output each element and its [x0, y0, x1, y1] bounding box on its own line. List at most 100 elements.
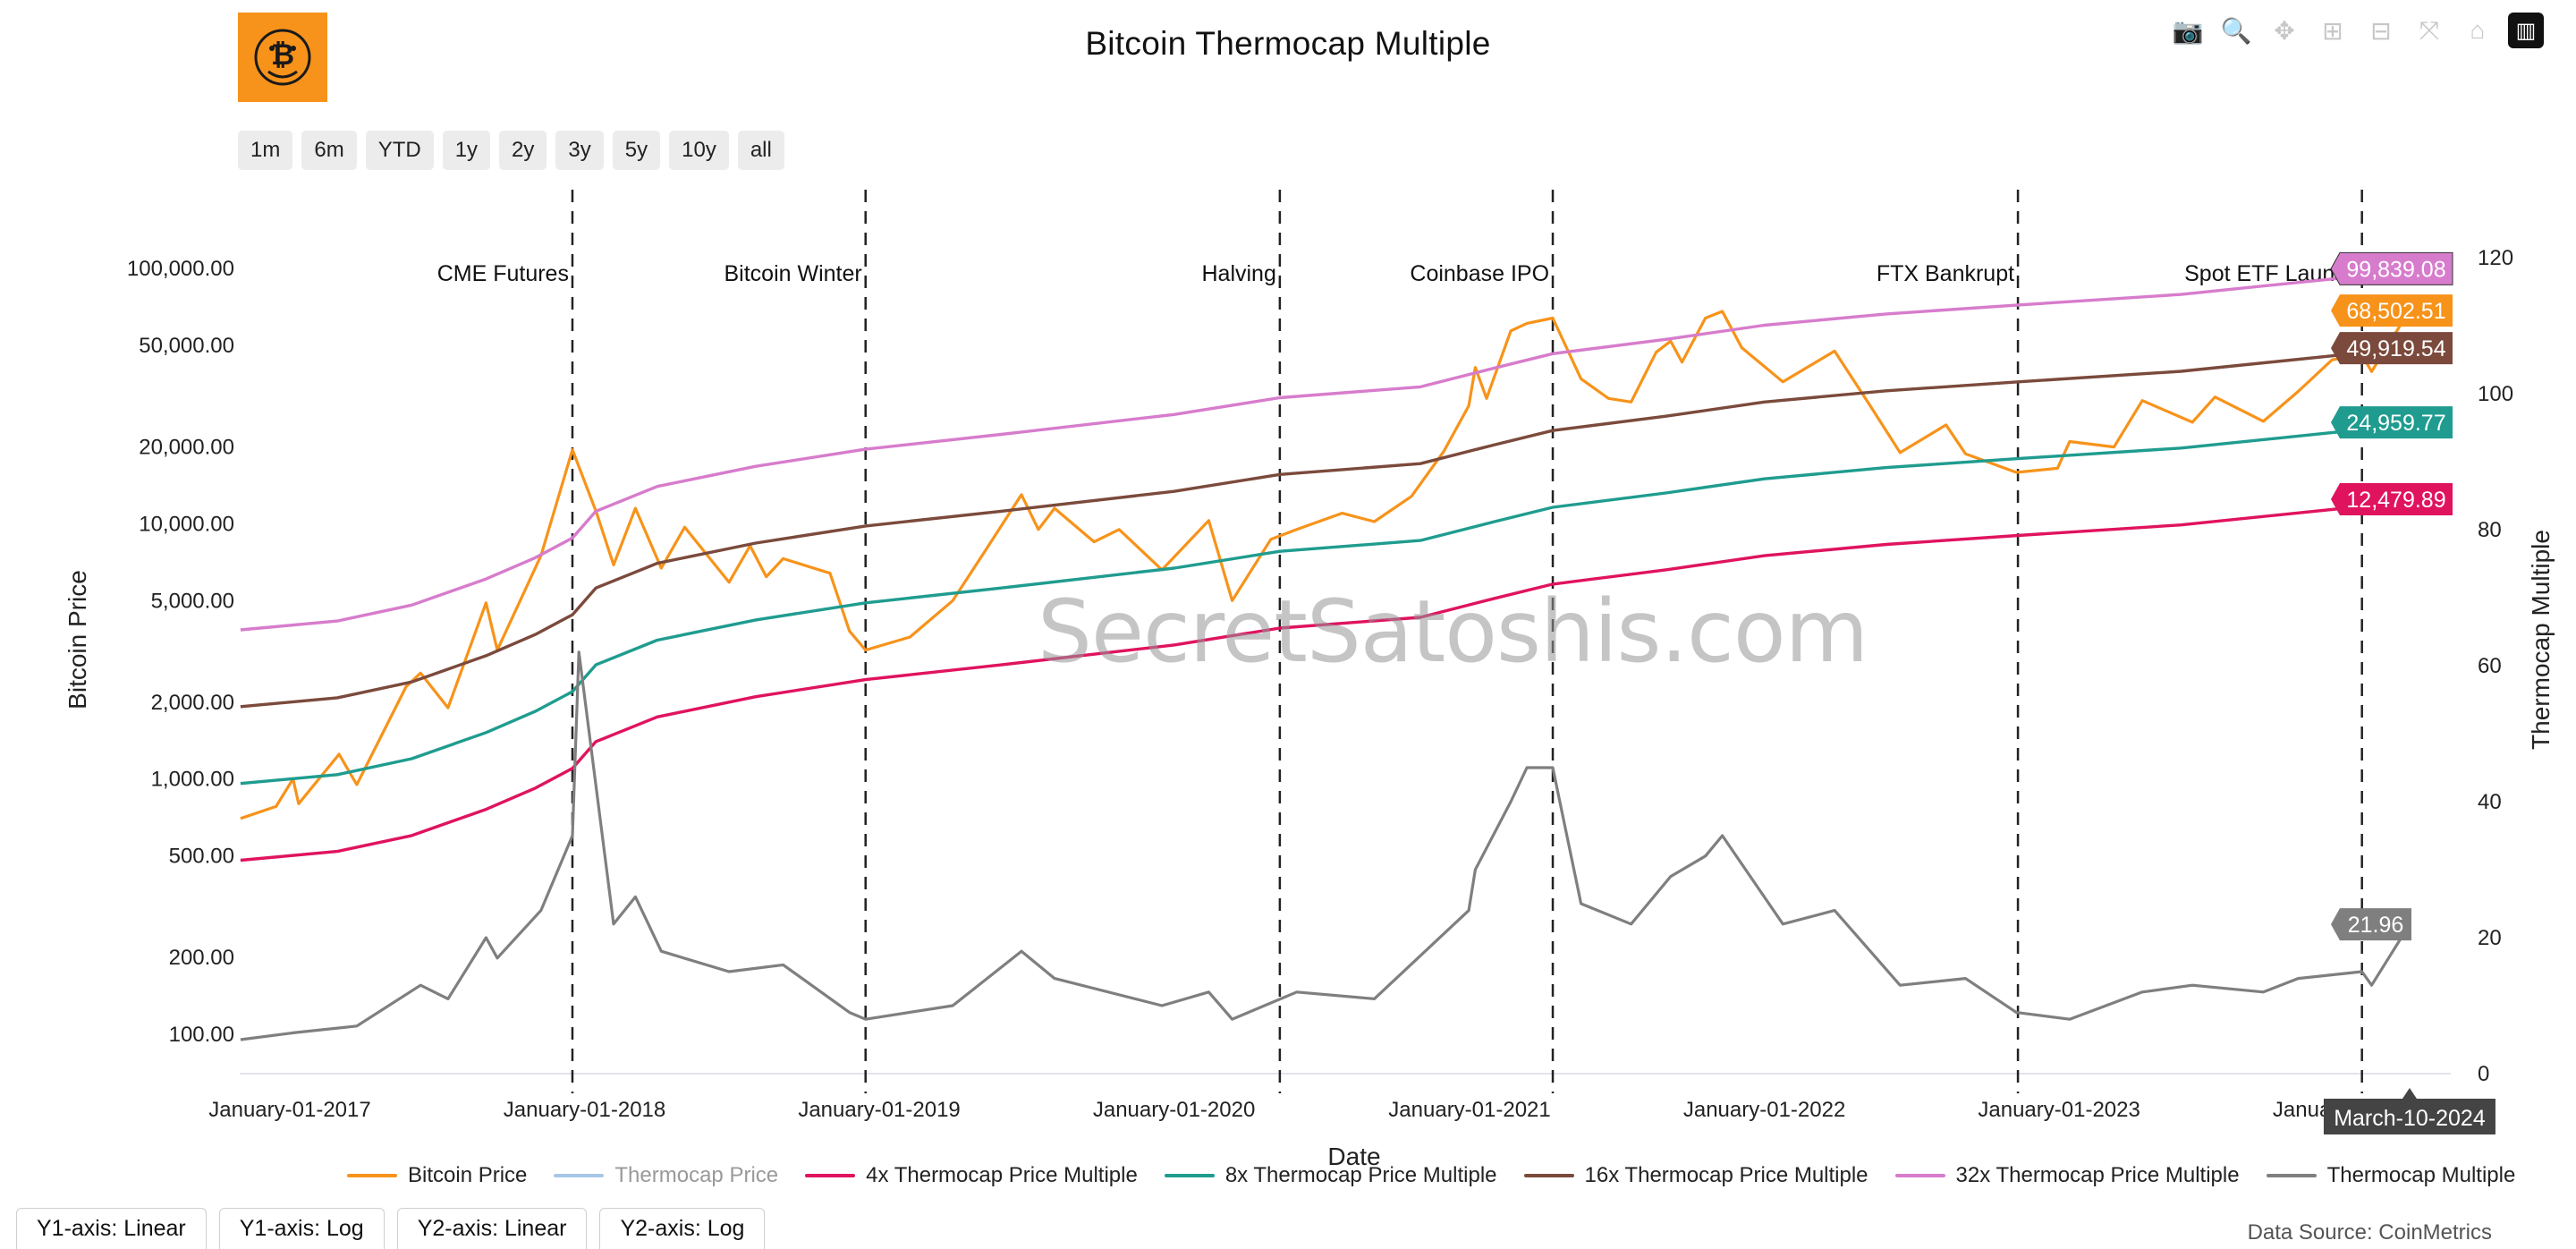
- x-tick-label: January-01-2017: [208, 1098, 370, 1122]
- range-button-ytd[interactable]: YTD: [365, 131, 434, 170]
- legend-label: 8x Thermocap Price Multiple: [1224, 1163, 1497, 1187]
- legend-item-m16[interactable]: 16x Thermocap Price Multiple: [1523, 1163, 1868, 1188]
- reset-icon[interactable]: ⌂: [2470, 16, 2486, 44]
- chart-modebar: 📷 🔍 ✥ ⊞ ⊟ ⤧ ⌂ ▥: [2170, 13, 2544, 48]
- zoom-in-icon[interactable]: ⊞: [2322, 16, 2343, 45]
- end-label-m16: 49,919.54: [2346, 336, 2445, 361]
- legend-item-thermo[interactable]: Thermocap Price: [554, 1163, 778, 1188]
- secret-satoshis-logo: ₿: [238, 13, 327, 102]
- autoscale-icon[interactable]: ⤧: [2419, 15, 2440, 44]
- y-tick-label: 1,000.00: [151, 768, 234, 792]
- x-tick-label: January-01-2019: [798, 1098, 960, 1122]
- y-tick-label: 200.00: [169, 946, 234, 970]
- range-button-1y[interactable]: 1y: [442, 131, 491, 170]
- end-label-m4: 12,479.89: [2346, 488, 2445, 513]
- legend-swatch: [347, 1174, 397, 1177]
- legend-item-btc[interactable]: Bitcoin Price: [347, 1163, 527, 1188]
- hover-date-label: March-10-2024: [2334, 1106, 2486, 1131]
- range-selector: 1m 6m YTD 1y 2y 3y 5y 10y all: [238, 131, 784, 170]
- y-tick-label: 2,000.00: [151, 691, 234, 715]
- range-button-10y[interactable]: 10y: [669, 131, 729, 170]
- series-line-m4: [240, 497, 2411, 862]
- svg-text:₿: ₿: [271, 38, 294, 71]
- legend-label: Thermocap Price: [614, 1163, 779, 1187]
- pan-icon[interactable]: ✥: [2274, 16, 2295, 45]
- axis-button-3[interactable]: Y2-axis: Log: [599, 1208, 766, 1249]
- legend-swatch: [1523, 1174, 1574, 1177]
- x-axis-title: Date: [1327, 1143, 1380, 1170]
- legend-item-m8[interactable]: 8x Thermocap Price Multiple: [1164, 1163, 1497, 1188]
- legend-swatch: [1164, 1174, 1215, 1177]
- hover-date-box: [2323, 1088, 2496, 1134]
- y2-tick-label: 120: [2478, 246, 2513, 270]
- x-tick-label: January-01-2018: [504, 1098, 665, 1122]
- end-label-m32: 99,839.08: [2346, 257, 2445, 282]
- event-label: Bitcoin Winter: [724, 261, 861, 286]
- series-line-m8: [240, 421, 2411, 786]
- range-button-6m[interactable]: 6m: [301, 131, 357, 170]
- range-button-3y[interactable]: 3y: [555, 131, 604, 170]
- legend-item-m32[interactable]: 32x Thermocap Price Multiple: [1894, 1163, 2240, 1188]
- x-tick-label: January-01-2023: [1978, 1098, 2140, 1122]
- y2-tick-label: 20: [2478, 926, 2502, 950]
- end-label-box-multiple: [2331, 908, 2411, 941]
- legend-item-m4[interactable]: 4x Thermocap Price Multiple: [805, 1163, 1138, 1188]
- y2-tick-label: 0: [2478, 1062, 2489, 1086]
- zoom-icon[interactable]: 🔍: [2220, 16, 2252, 45]
- chart-bars-icon[interactable]: ▥: [2508, 13, 2544, 48]
- y2-axis-title: Thermocap Multiple: [2527, 530, 2555, 750]
- y-tick-label: 10,000.00: [139, 512, 234, 536]
- y-tick-label: 500.00: [169, 844, 234, 868]
- range-button-1m[interactable]: 1m: [238, 131, 293, 170]
- legend-swatch: [2266, 1174, 2317, 1177]
- end-label-box-m32: [2330, 251, 2453, 285]
- y-axis-title: Bitcoin Price: [64, 570, 91, 709]
- legend-label: 16x Thermocap Price Multiple: [1584, 1163, 1868, 1187]
- range-button-5y[interactable]: 5y: [612, 131, 661, 170]
- x-tick-label: January-01-2020: [1093, 1098, 1255, 1122]
- axis-button-0[interactable]: Y1-axis: Linear: [16, 1208, 207, 1249]
- axis-scale-buttons: Y1-axis: Linear Y1-axis: Log Y2-axis: Line…: [16, 1208, 766, 1249]
- bitcoin-smiley-icon: ₿: [254, 29, 311, 86]
- axis-button-1[interactable]: Y1-axis: Log: [218, 1208, 385, 1249]
- legend-swatch: [1894, 1174, 1945, 1177]
- end-label-btc: 68,502.51: [2346, 299, 2445, 324]
- legend-swatch: [805, 1174, 856, 1177]
- y-tick-label: 20,000.00: [139, 436, 234, 460]
- end-label-multiple: 21.96: [2348, 913, 2404, 938]
- y-tick-label: 100,000.00: [127, 257, 234, 281]
- event-label: Spot ETF Launch: [2184, 261, 2359, 286]
- end-label-m8: 24,959.77: [2346, 411, 2445, 436]
- y2-tick-label: 100: [2478, 382, 2513, 406]
- end-label-box-m16: [2331, 332, 2453, 365]
- event-label: Coinbase IPO: [1410, 261, 1549, 286]
- series-line-m32: [240, 267, 2411, 632]
- end-label-box-btc: [2331, 294, 2453, 327]
- camera-icon[interactable]: 📷: [2172, 16, 2204, 45]
- y2-tick-label: 80: [2478, 518, 2502, 542]
- legend-swatch: [554, 1174, 605, 1177]
- range-button-2y[interactable]: 2y: [499, 131, 547, 170]
- series-line-m16: [240, 344, 2411, 709]
- x-tick-label: January-01-2022: [1683, 1098, 1845, 1122]
- y-tick-label: 50,000.00: [139, 334, 234, 358]
- watermark: SecretSatoshis.com: [1038, 582, 1868, 682]
- y2-tick-label: 60: [2478, 654, 2502, 678]
- chart-title: Bitcoin Thermocap Multiple: [1085, 25, 1491, 62]
- legend: Bitcoin Price Thermocap Price 4x Thermocap…: [347, 1163, 2515, 1188]
- legend-label: 4x Thermocap Price Multiple: [866, 1163, 1138, 1187]
- event-label: Halving: [1201, 261, 1275, 286]
- range-button-all[interactable]: all: [737, 131, 784, 170]
- y-tick-label: 5,000.00: [151, 589, 234, 613]
- zoom-out-icon[interactable]: ⊟: [2370, 16, 2392, 45]
- y2-tick-label: 40: [2478, 790, 2502, 814]
- legend-item-multiple[interactable]: Thermocap Multiple: [2266, 1163, 2515, 1188]
- x-tick-label: January-01-2021: [1388, 1098, 1550, 1122]
- axis-button-2[interactable]: Y2-axis: Linear: [396, 1208, 588, 1249]
- series-line-multiple: [240, 650, 2411, 1041]
- end-label-box-m8: [2331, 406, 2453, 439]
- series-line-btc: [240, 310, 2411, 820]
- legend-label: Bitcoin Price: [408, 1163, 528, 1187]
- end-label-box-m4: [2331, 482, 2453, 515]
